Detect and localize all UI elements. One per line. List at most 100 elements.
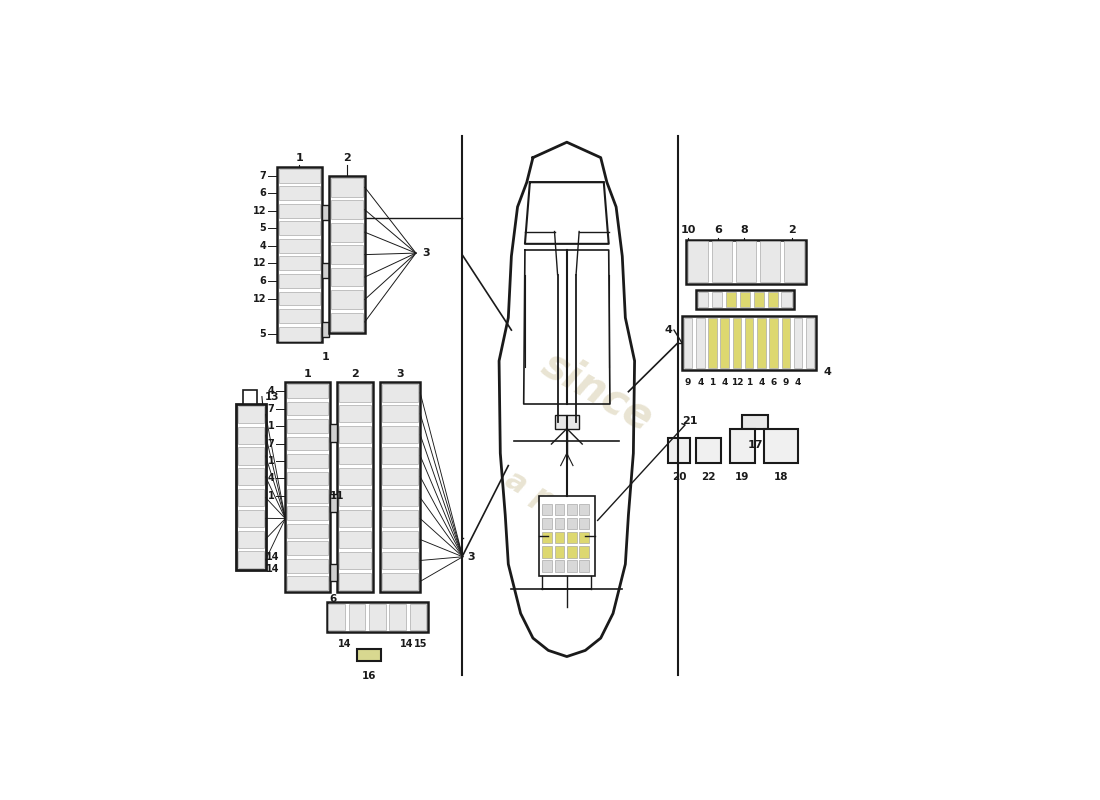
Bar [331, 223, 363, 242]
Bar [236, 404, 265, 570]
Bar [381, 382, 420, 592]
Bar [339, 447, 371, 464]
Bar [726, 292, 736, 306]
Bar [409, 604, 427, 630]
Text: 7: 7 [260, 170, 266, 181]
Bar [287, 542, 328, 555]
Text: 2: 2 [351, 370, 359, 379]
Text: 2: 2 [788, 226, 795, 235]
Text: 4: 4 [697, 378, 704, 387]
Text: 4: 4 [267, 386, 274, 396]
Bar [339, 573, 371, 590]
Text: 1: 1 [710, 378, 716, 387]
Bar [238, 406, 264, 423]
Bar [554, 518, 564, 530]
Text: 4: 4 [824, 367, 832, 377]
Bar [279, 326, 320, 341]
Bar [579, 504, 588, 515]
Text: 16: 16 [362, 670, 376, 681]
Bar [321, 205, 329, 219]
Bar [781, 292, 792, 306]
Text: 5: 5 [260, 329, 266, 338]
Bar [542, 504, 552, 515]
Text: 4: 4 [722, 378, 728, 387]
Bar [768, 292, 778, 306]
Bar [739, 292, 750, 306]
Text: 4: 4 [664, 325, 673, 335]
Text: 15: 15 [414, 639, 428, 650]
Bar [238, 530, 264, 548]
Text: 9: 9 [685, 378, 691, 387]
Bar [279, 204, 320, 218]
Bar [370, 604, 386, 630]
Bar [331, 313, 363, 331]
Bar [279, 186, 320, 200]
Text: 6: 6 [260, 188, 266, 198]
Text: 20: 20 [672, 472, 686, 482]
Text: 3: 3 [422, 248, 430, 258]
Text: 3: 3 [396, 370, 404, 379]
Text: 4: 4 [267, 474, 274, 483]
Bar [382, 406, 418, 422]
Bar [382, 573, 418, 590]
Text: 14: 14 [339, 639, 352, 650]
Text: a p: a p [499, 465, 560, 516]
Bar [783, 242, 804, 282]
Bar [669, 438, 690, 462]
Bar [542, 546, 552, 558]
Bar [712, 292, 722, 306]
Bar [327, 602, 428, 632]
Bar [243, 390, 257, 404]
Text: 18: 18 [773, 472, 788, 482]
Bar [331, 246, 363, 264]
Text: 22: 22 [702, 472, 716, 482]
Bar [287, 489, 328, 502]
Text: 1: 1 [746, 378, 752, 387]
Text: 1: 1 [296, 153, 304, 162]
Bar [382, 468, 418, 486]
Bar [554, 415, 579, 429]
Bar [682, 316, 816, 370]
Text: 12: 12 [730, 378, 744, 387]
Bar [339, 384, 371, 402]
Bar [382, 447, 418, 464]
Bar [382, 531, 418, 548]
Bar [279, 274, 320, 288]
Text: 1: 1 [267, 456, 274, 466]
Bar [321, 322, 329, 337]
Bar [579, 518, 588, 530]
Bar [339, 468, 371, 486]
Text: 14: 14 [265, 564, 279, 574]
Bar [566, 518, 576, 530]
Text: 6: 6 [770, 378, 777, 387]
Bar [542, 532, 552, 543]
Bar [708, 318, 717, 368]
Bar [330, 564, 337, 582]
Bar [279, 169, 320, 182]
Text: 3: 3 [468, 552, 475, 562]
Bar [554, 560, 564, 571]
Bar [287, 384, 328, 398]
Bar [579, 532, 588, 543]
Text: 14: 14 [400, 639, 414, 650]
Bar [554, 532, 564, 543]
Text: since: since [535, 343, 661, 440]
Bar [685, 239, 806, 284]
Text: 21: 21 [682, 416, 697, 426]
Bar [287, 437, 328, 450]
Bar [566, 532, 576, 543]
Text: 7: 7 [267, 438, 274, 449]
Bar [720, 318, 729, 368]
Bar [339, 531, 371, 548]
Bar [339, 552, 371, 569]
Bar [287, 402, 328, 415]
Bar [781, 318, 790, 368]
Bar [339, 406, 371, 422]
Text: 6: 6 [260, 276, 266, 286]
Bar [382, 426, 418, 443]
Bar [238, 551, 264, 569]
Text: 6: 6 [330, 594, 337, 604]
Bar [277, 167, 321, 342]
Bar [696, 438, 720, 462]
Bar [698, 292, 708, 306]
